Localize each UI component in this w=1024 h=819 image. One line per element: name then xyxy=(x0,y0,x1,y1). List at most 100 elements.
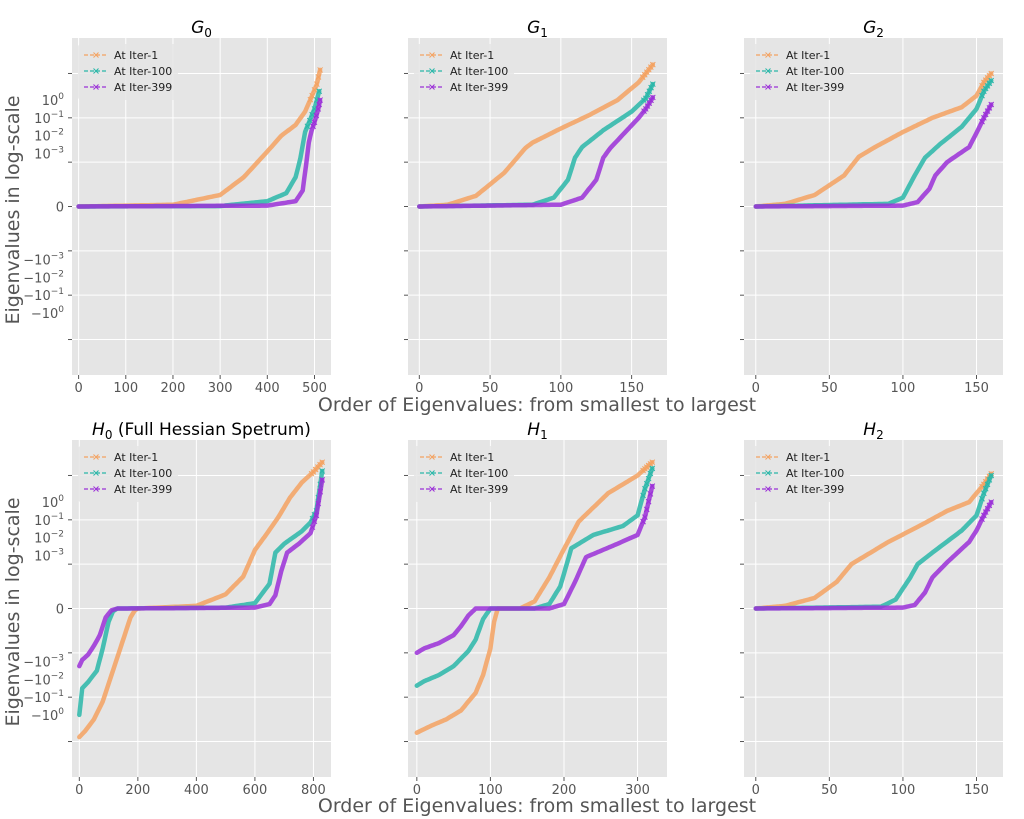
legend-label: At Iter-399 xyxy=(114,81,172,94)
y-tick-label: −10−2 xyxy=(23,671,64,688)
y-tick-label: −100 xyxy=(31,707,64,724)
data-point xyxy=(644,91,651,98)
x-tick-label: 100 xyxy=(548,381,573,396)
legend-marker xyxy=(765,486,771,492)
legend-marker xyxy=(765,84,771,90)
x-tick-label: 500 xyxy=(302,381,327,396)
legend-label: At Iter-100 xyxy=(786,467,844,480)
legend-label: At Iter-399 xyxy=(786,483,844,496)
data-point xyxy=(643,506,650,513)
data-point xyxy=(315,500,322,507)
legend-frame xyxy=(78,446,178,502)
series-3 xyxy=(414,483,656,656)
subplot-1: 0 100 200 300 400 50010010−110−210−30−10−3−10… xyxy=(23,18,331,396)
data-point xyxy=(316,88,323,95)
legend-marker xyxy=(765,68,771,74)
series-line xyxy=(753,71,994,209)
y-tick-label: −10−3 xyxy=(23,654,64,671)
subplot-title: G1 xyxy=(527,18,548,40)
legend-marker xyxy=(93,68,99,74)
y-tick-label: 10−1 xyxy=(34,512,64,529)
data-point xyxy=(647,491,654,497)
data-point xyxy=(988,77,995,84)
x-tick-label: 800 xyxy=(301,783,326,798)
x-tick-label: 50 xyxy=(821,381,838,396)
series-line xyxy=(76,97,323,209)
series-line xyxy=(77,477,325,669)
y-tick-label: −10−3 xyxy=(23,252,64,269)
x-tick-label: 400 xyxy=(255,381,280,396)
y-tick-label: 10−3 xyxy=(34,145,64,162)
x-tick-label: 0 xyxy=(752,783,760,798)
data-point xyxy=(645,475,652,482)
data-point xyxy=(649,459,656,466)
data-point xyxy=(643,480,650,487)
legend-label: At Iter-100 xyxy=(114,467,172,480)
data-point xyxy=(648,97,654,104)
legend-label: At Iter-1 xyxy=(450,451,494,464)
y-tick-label: −100 xyxy=(31,305,64,322)
series-line xyxy=(417,95,656,209)
x-tick-label: 600 xyxy=(242,783,267,798)
data-point xyxy=(982,85,989,92)
x-axis-label-top: Order of Eigenvalues: from smallest to l… xyxy=(318,394,756,416)
legend-frame xyxy=(414,44,514,100)
legend-label: At Iter-100 xyxy=(450,467,508,480)
legend-frame xyxy=(414,446,514,502)
legend-label: At Iter-1 xyxy=(786,49,830,62)
data-point xyxy=(649,61,656,68)
data-point xyxy=(313,112,320,119)
x-tick-label: 100 xyxy=(113,381,138,396)
legend-label: At Iter-100 xyxy=(786,65,844,78)
data-point xyxy=(986,80,993,87)
series-line xyxy=(77,459,325,740)
legend-marker xyxy=(429,52,435,58)
data-point xyxy=(988,472,995,479)
x-tick-label: 100 xyxy=(891,381,916,396)
data-point xyxy=(317,488,324,495)
x-tick-label: 400 xyxy=(184,783,209,798)
y-tick-label: −10−1 xyxy=(23,287,64,304)
y-tick-label: 100 xyxy=(42,92,65,109)
y-tick-label: 10−3 xyxy=(34,547,64,564)
series-line xyxy=(414,483,655,656)
x-tick-label: 300 xyxy=(208,381,233,396)
data-point xyxy=(982,111,989,118)
y-tick-label: 10−2 xyxy=(34,128,64,145)
data-point xyxy=(310,123,316,130)
y-tick-label: 0 xyxy=(56,201,64,216)
data-point xyxy=(986,502,993,509)
data-point xyxy=(981,512,987,519)
x-tick-label: 0 xyxy=(74,381,82,396)
subplot-3: 0 50 100 150 At Iter-1 At Iter-100 At Iter-399… xyxy=(740,18,1003,396)
series-3 xyxy=(417,94,656,209)
data-point xyxy=(311,518,318,525)
x-tick-label: 200 xyxy=(161,381,186,396)
subplot-title: G2 xyxy=(863,18,884,40)
legend-label: At Iter-399 xyxy=(114,483,172,496)
legend-label: At Iter-399 xyxy=(450,81,508,94)
data-point xyxy=(984,108,991,115)
data-point xyxy=(311,119,318,126)
legend-marker xyxy=(429,486,435,492)
y-tick-label: 10−2 xyxy=(34,530,64,547)
x-tick-label: 0 xyxy=(415,381,423,396)
x-tick-label: 150 xyxy=(619,381,644,396)
data-point xyxy=(982,509,989,515)
data-point xyxy=(988,499,995,505)
x-axis-label-bottom: Order of Eigenvalues: from smallest to l… xyxy=(318,795,756,817)
data-point xyxy=(319,459,326,466)
data-point xyxy=(313,512,320,519)
legend-marker xyxy=(93,84,99,90)
data-point xyxy=(646,88,653,95)
data-point xyxy=(304,123,311,130)
data-point xyxy=(315,74,322,80)
subplot-4: 0 200 400 600 80010010−110−210−30−10−3−10−2−… xyxy=(23,420,331,798)
data-point xyxy=(644,103,651,109)
data-point xyxy=(986,477,993,483)
subplot-grid: 0 100 200 300 400 50010010−110−210−30−10−3−10… xyxy=(23,18,1003,798)
data-point xyxy=(319,477,326,483)
subplot-title: H0 (Full Hessian Spetrum) xyxy=(92,420,311,442)
y-axis-label-bottom: Eigenvalues in log-scale xyxy=(2,497,24,726)
